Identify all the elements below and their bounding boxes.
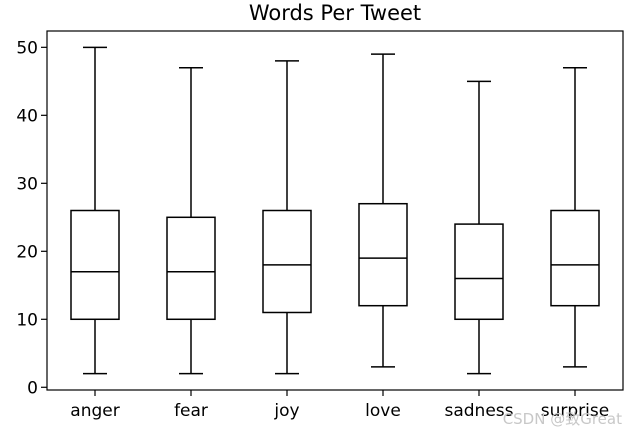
y-tick-label: 10 (16, 310, 38, 330)
x-tick-label-love: love (365, 401, 401, 421)
box-iqr (262, 209, 312, 314)
box-fear (166, 66, 216, 375)
box-love (358, 53, 408, 368)
x-tick-label-fear: fear (174, 401, 208, 421)
y-axis: 0 10 20 30 40 50 (16, 38, 47, 398)
y-tick-label: 0 (27, 378, 38, 398)
y-tick-label: 20 (16, 242, 38, 262)
watermark-text: CSDN @致Great (503, 410, 622, 428)
box-iqr (454, 223, 504, 321)
box-iqr (70, 209, 120, 321)
box-sadness (454, 80, 504, 375)
y-tick-label: 30 (16, 174, 38, 194)
y-tick-label: 40 (16, 106, 38, 126)
plot-frame (46, 30, 624, 391)
x-tick-label-joy: joy (273, 401, 299, 421)
x-axis: anger fear joy love sadness surprise (70, 390, 609, 421)
chart-title: Words Per Tweet (249, 1, 421, 25)
x-tick-label-anger: anger (70, 401, 119, 421)
box-iqr (166, 216, 216, 321)
x-tick-label-surprise: surprise (541, 401, 609, 421)
y-tick-label: 50 (16, 38, 38, 58)
box-iqr (358, 202, 408, 307)
box-series (70, 46, 600, 375)
box-anger (70, 46, 120, 375)
x-tick-label-sadness: sadness (444, 401, 513, 421)
box-iqr (550, 209, 600, 307)
box-surprise (550, 66, 600, 368)
box-joy (262, 60, 312, 375)
